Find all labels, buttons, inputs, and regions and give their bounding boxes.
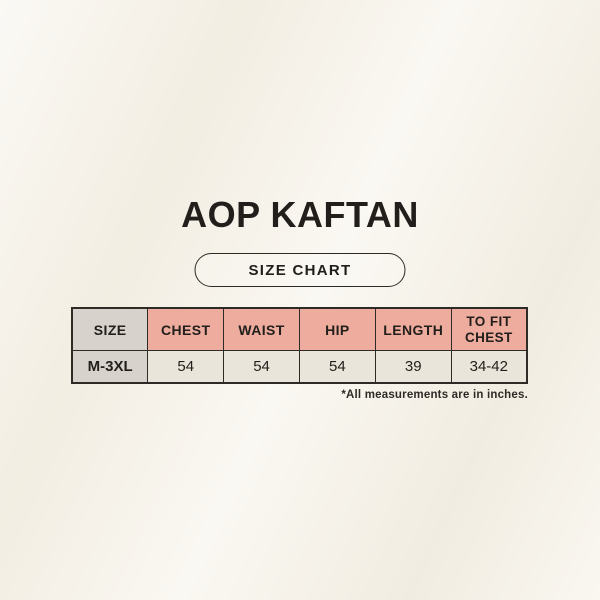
cell-length-value: 39 [374,350,452,384]
header-cell-hip: HIP [298,307,376,351]
header-cell-size: SIZE [71,307,149,351]
cell-to-fit-chest-value: 34-42 [450,350,528,384]
header-cell-chest: CHEST [147,307,225,351]
table-header-row: SIZE CHEST WAIST HIP LENGTH TO FIT CHEST [71,307,528,351]
cell-size-label: M-3XL [71,350,149,384]
cell-waist-value: 54 [223,350,300,384]
header-cell-to-fit-chest: TO FIT CHEST [450,307,528,351]
header-cell-waist: WAIST [223,307,300,351]
table-row: M-3XL 54 54 54 39 34-42 [71,350,528,384]
page-title: AOP KAFTAN [181,194,419,235]
cell-hip-value: 54 [298,350,376,384]
size-chart-table: SIZE CHEST WAIST HIP LENGTH TO FIT CHEST… [71,307,528,384]
measurements-footnote: *All measurements are in inches. [341,389,528,401]
cell-chest-value: 54 [147,350,225,384]
header-cell-length: LENGTH [374,307,452,351]
size-chart-badge: SIZE CHART [194,253,406,287]
